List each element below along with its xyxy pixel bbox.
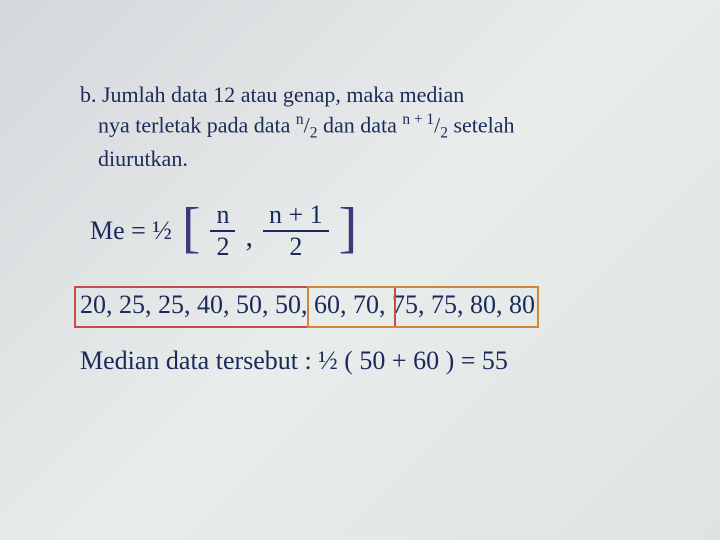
- intro-line-1: b. Jumlah data 12 atau genap, maka media…: [80, 80, 660, 110]
- data-sequence: 20, 25, 25, 40, 50, 50, 60, 70, 75, 75, …: [80, 290, 535, 320]
- formula-lhs: Me = ½: [90, 216, 172, 246]
- intro-line-2: nya terletak pada data n/2 dan data n + …: [80, 110, 660, 145]
- fraction-1: n 2: [210, 202, 235, 260]
- slide-content: b. Jumlah data 12 atau genap, maka media…: [0, 0, 720, 416]
- median-result: Median data tersebut : ½ ( 50 + 60 ) = 5…: [80, 346, 660, 376]
- median-formula: Me = ½ [ n 2 , n + 1 2 ]: [90, 202, 660, 260]
- formula-comma: ,: [245, 220, 253, 254]
- intro-text: b. Jumlah data 12 atau genap, maka media…: [80, 80, 660, 174]
- left-bracket-icon: [: [182, 206, 201, 251]
- intro-line-3: diurutkan.: [80, 144, 660, 174]
- right-bracket-icon: ]: [339, 206, 358, 251]
- fraction-2: n + 1 2: [263, 202, 329, 260]
